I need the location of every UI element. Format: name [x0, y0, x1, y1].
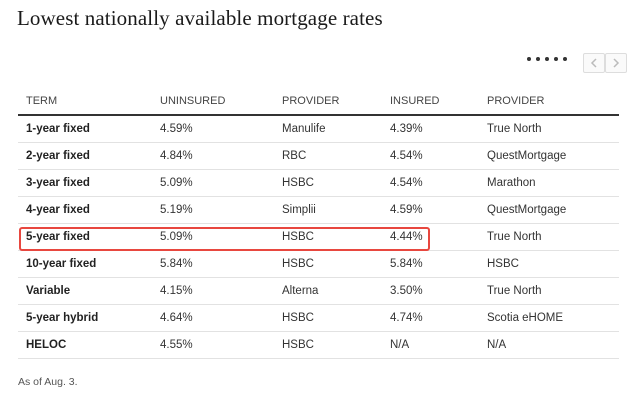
uninsured-rate-cell: 4.59% [152, 115, 274, 143]
uninsured-rate-cell: 5.84% [152, 250, 274, 278]
uninsured-provider-cell: HSBC [274, 304, 382, 332]
uninsured-rate-cell: 5.09% [152, 223, 274, 251]
uninsured-provider-cell: Manulife [274, 115, 382, 143]
insured-rate-cell: 3.50% [382, 277, 479, 305]
insured-rate-cell: 4.59% [382, 196, 479, 224]
insured-rate-cell: 4.39% [382, 115, 479, 143]
rates-table: TERM UNINSURED PROVIDER INSURED PROVIDER… [18, 88, 619, 359]
header-insured-provider: PROVIDER [479, 88, 619, 116]
insured-provider-cell: N/A [479, 331, 619, 359]
table-row: HELOC 4.55% HSBC N/A N/A [18, 331, 619, 359]
table-row: 3-year fixed 5.09% HSBC 4.54% Marathon [18, 169, 619, 197]
table-row: 1-year fixed 4.59% Manulife 4.39% True N… [18, 115, 619, 143]
table-row: 2-year fixed 4.84% RBC 4.54% QuestMortga… [18, 142, 619, 170]
insured-provider-cell: Scotia eHOME [479, 304, 619, 332]
uninsured-provider-cell: Alterna [274, 277, 382, 305]
uninsured-provider-cell: HSBC [274, 331, 382, 359]
insured-rate-cell: N/A [382, 331, 479, 359]
footnote: As of Aug. 3. [18, 376, 78, 388]
uninsured-rate-cell: 5.19% [152, 196, 274, 224]
term-cell: 4-year fixed [18, 196, 152, 224]
pagination-dot[interactable] [545, 57, 549, 61]
uninsured-rate-cell: 5.09% [152, 169, 274, 197]
insured-provider-cell: HSBC [479, 250, 619, 278]
term-cell: HELOC [18, 331, 152, 359]
next-button[interactable] [605, 53, 627, 73]
term-cell: 5-year hybrid [18, 304, 152, 332]
chevron-left-icon [590, 58, 597, 68]
term-cell: 1-year fixed [18, 115, 152, 143]
term-cell: 3-year fixed [18, 169, 152, 197]
insured-rate-cell: 4.54% [382, 169, 479, 197]
uninsured-provider-cell: RBC [274, 142, 382, 170]
table-header-row: TERM UNINSURED PROVIDER INSURED PROVIDER [18, 88, 619, 116]
pagination-dot[interactable] [563, 57, 567, 61]
uninsured-provider-cell: HSBC [274, 250, 382, 278]
table-row: 4-year fixed 5.19% Simplii 4.59% QuestMo… [18, 196, 619, 224]
insured-rate-cell: 4.44% [382, 223, 479, 251]
uninsured-rate-cell: 4.55% [152, 331, 274, 359]
table-row: 10-year fixed 5.84% HSBC 5.84% HSBC [18, 250, 619, 278]
uninsured-rate-cell: 4.15% [152, 277, 274, 305]
insured-rate-cell: 5.84% [382, 250, 479, 278]
uninsured-rate-cell: 4.64% [152, 304, 274, 332]
uninsured-provider-cell: HSBC [274, 223, 382, 251]
term-cell: 10-year fixed [18, 250, 152, 278]
uninsured-provider-cell: HSBC [274, 169, 382, 197]
page-title: Lowest nationally available mortgage rat… [17, 6, 383, 30]
insured-provider-cell: QuestMortgage [479, 142, 619, 170]
pagination-dot[interactable] [536, 57, 540, 61]
insured-provider-cell: True North [479, 223, 619, 251]
pagination-dot[interactable] [554, 57, 558, 61]
header-uninsured-provider: PROVIDER [274, 88, 382, 116]
term-cell: Variable [18, 277, 152, 305]
table-row: Variable 4.15% Alterna 3.50% True North [18, 277, 619, 305]
insured-provider-cell: Marathon [479, 169, 619, 197]
header-uninsured: UNINSURED [152, 88, 274, 116]
table-row: 5-year hybrid 4.64% HSBC 4.74% Scotia eH… [18, 304, 619, 332]
pagination-dots[interactable] [527, 57, 567, 61]
previous-button[interactable] [583, 53, 605, 73]
pagination-dot[interactable] [527, 57, 531, 61]
term-cell: 2-year fixed [18, 142, 152, 170]
insured-rate-cell: 4.74% [382, 304, 479, 332]
term-cell: 5-year fixed [18, 223, 152, 251]
uninsured-rate-cell: 4.84% [152, 142, 274, 170]
uninsured-provider-cell: Simplii [274, 196, 382, 224]
insured-rate-cell: 4.54% [382, 142, 479, 170]
header-insured: INSURED [382, 88, 479, 116]
table-row-highlighted: 5-year fixed 5.09% HSBC 4.44% True North [18, 223, 619, 251]
insured-provider-cell: QuestMortgage [479, 196, 619, 224]
insured-provider-cell: True North [479, 115, 619, 143]
header-term: TERM [18, 88, 152, 116]
insured-provider-cell: True North [479, 277, 619, 305]
chevron-right-icon [613, 58, 620, 68]
